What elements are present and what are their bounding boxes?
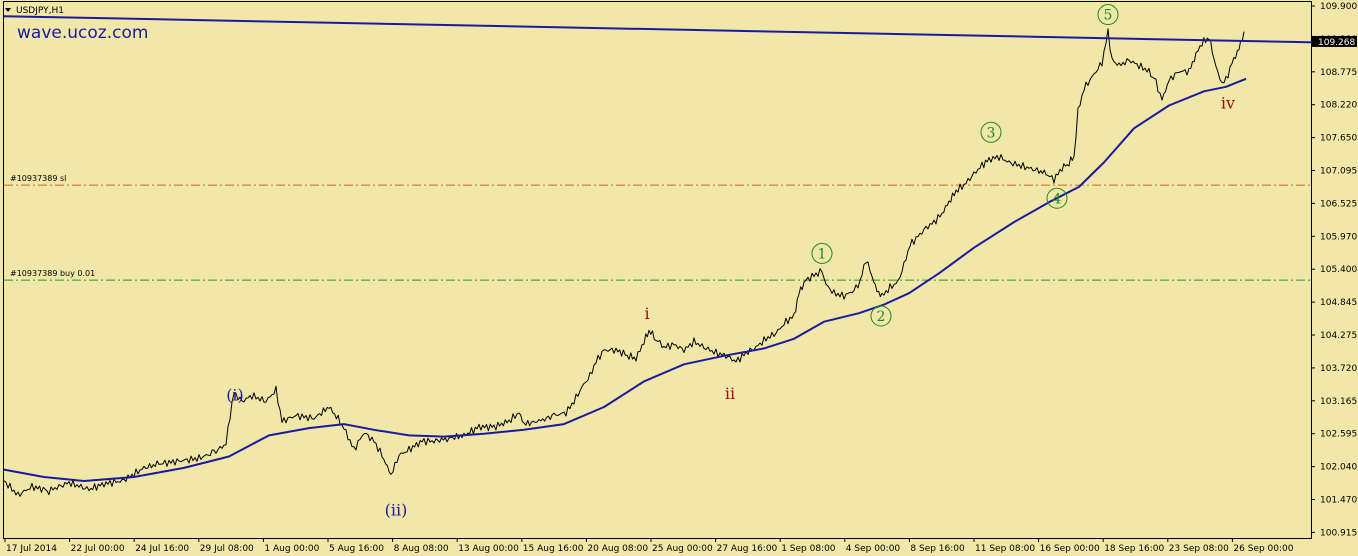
price-tick-label: 100.915 — [1320, 528, 1357, 538]
plot-frame — [3, 1, 1312, 539]
wave-circle-3 — [980, 121, 1002, 143]
time-axis: 17 Jul 2014 22 Jul 00:00 24 Jul 16:00 29 Ju… — [4, 538, 1294, 554]
time-tick-label: 24 Jul 16:00 — [135, 544, 189, 554]
watermark: wave.ucoz.com — [17, 23, 148, 43]
current-price-label: 109.268 — [1318, 38, 1355, 48]
time-tick-label: 1 Aug 00:00 — [264, 544, 319, 554]
menu-arrow-icon[interactable] — [5, 8, 11, 12]
time-tick-label: 23 Sep 08:00 — [1169, 544, 1229, 554]
time-tick-label: 16 Sep 00:00 — [1040, 544, 1100, 554]
wave-label-ii: (ii) — [385, 500, 408, 519]
wave-circle-2 — [870, 305, 892, 327]
symbol-label: USDJPY,H1 — [16, 6, 64, 16]
price-tick-label: 107.095 — [1320, 167, 1357, 177]
time-tick-label: 17 Jul 2014 — [6, 544, 57, 554]
time-tick-label: 4 Sep 00:00 — [846, 544, 901, 554]
price-axis: 109.900109.330108.775108.220107.650107.0… — [1311, 2, 1357, 538]
time-tick-label: 25 Aug 00:00 — [652, 544, 713, 554]
wave-label-iv: iv — [1221, 94, 1235, 113]
time-tick-label: 15 Aug 16:00 — [523, 544, 584, 554]
header: USDJPY,H1 wave.ucoz.com — [5, 6, 148, 43]
time-tick-label: 29 Jul 08:00 — [200, 544, 254, 554]
stop-loss-label: #10937389 sl — [10, 174, 66, 183]
time-tick-label: 26 Sep 00:00 — [1233, 544, 1293, 554]
price-tick-label: 105.970 — [1320, 232, 1357, 242]
time-tick-label: 13 Aug 00:00 — [458, 544, 519, 554]
wave-label-2: 2 — [877, 309, 886, 325]
wave-label-i: (i) — [226, 385, 244, 404]
price-tick-label: 104.275 — [1320, 331, 1357, 341]
price-tick-label: 108.220 — [1320, 101, 1357, 111]
time-tick-label: 8 Aug 08:00 — [394, 544, 449, 554]
price-tick-label: 109.900 — [1320, 2, 1357, 12]
time-tick-label: 18 Sep 16:00 — [1104, 544, 1164, 554]
time-tick-label: 5 Aug 16:00 — [329, 544, 384, 554]
wave-label-3: 3 — [987, 125, 996, 141]
current-price-marker: 109.268 — [1312, 35, 1357, 48]
wave-label-4: 4 — [1053, 191, 1062, 207]
time-tick-label: 8 Sep 16:00 — [910, 544, 965, 554]
wave-label-1: 1 — [818, 246, 827, 262]
time-tick-label: 20 Aug 08:00 — [587, 544, 648, 554]
time-tick-label: 27 Aug 16:00 — [717, 544, 778, 554]
wave-label-i: i — [644, 304, 649, 323]
current-price-box — [1312, 35, 1357, 47]
time-tick-label: 11 Sep 08:00 — [975, 544, 1035, 554]
series-layer — [3, 15, 1317, 497]
time-tick-label: 22 Jul 00:00 — [71, 544, 125, 554]
price-tick-label: 102.040 — [1320, 463, 1357, 473]
wave-circle-4 — [1046, 187, 1068, 209]
price-tick-label: 105.400 — [1320, 265, 1357, 275]
price-tick-label: 103.720 — [1320, 364, 1357, 374]
moving-average-line — [3, 77, 1247, 482]
price-line — [3, 28, 1245, 497]
wave-circle-1 — [811, 242, 833, 264]
price-tick-label: 101.470 — [1320, 496, 1357, 506]
price-tick-label: 103.165 — [1320, 397, 1357, 407]
time-tick-label: 1 Sep 08:00 — [781, 544, 836, 554]
price-tick-label: 102.595 — [1320, 430, 1357, 440]
price-tick-label: 104.845 — [1320, 298, 1357, 308]
wave-circle-5 — [1097, 4, 1119, 26]
order-levels: #10937389 sl #10937389 buy 0.01 — [4, 174, 1311, 281]
price-tick-label: 107.650 — [1320, 134, 1357, 144]
price-tick-label: 106.525 — [1320, 199, 1357, 209]
price-tick-label: 108.775 — [1320, 68, 1357, 78]
wave-label-ii: ii — [725, 384, 735, 403]
buy-order-label: #10937389 buy 0.01 — [10, 269, 95, 278]
wave-label-5: 5 — [1104, 8, 1113, 24]
trendline — [3, 15, 1317, 44]
